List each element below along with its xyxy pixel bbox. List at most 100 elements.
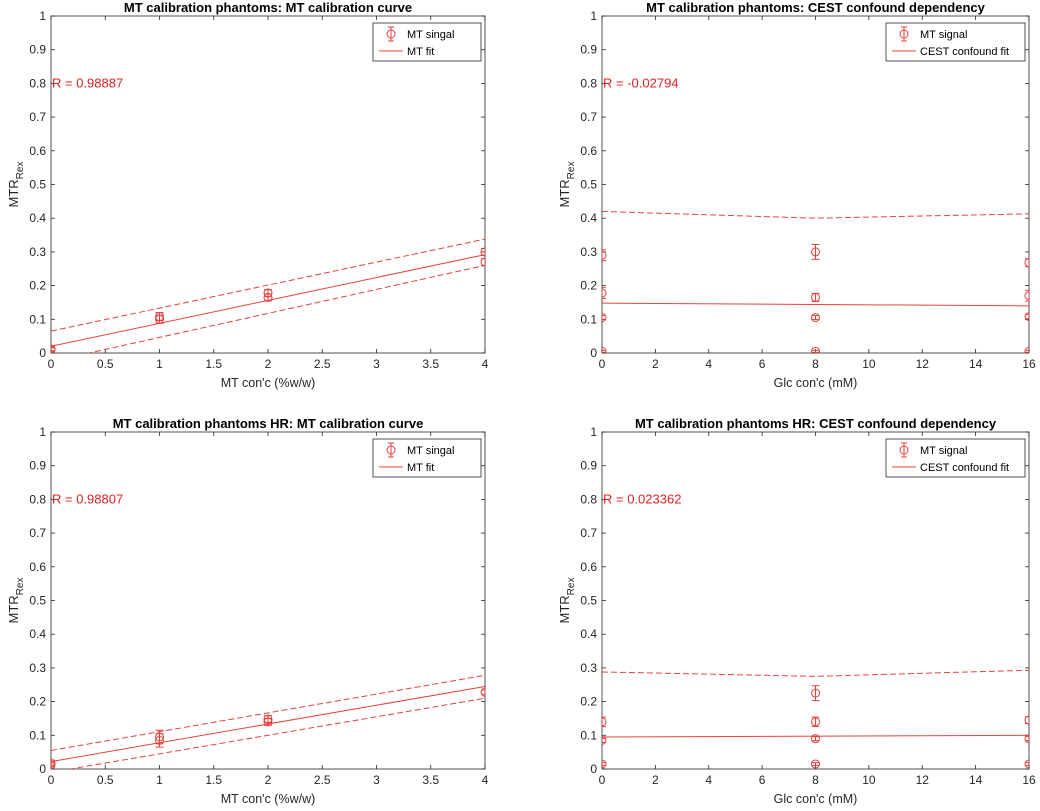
chart-title: MT calibration phantoms: CEST confound d… (646, 0, 986, 15)
y-tick-label: 0.3 (580, 661, 597, 675)
confidence-upper-line (602, 669, 1029, 677)
plot-area (602, 669, 1029, 769)
y-tick-label: 0.1 (29, 312, 46, 326)
chart-panel-1: MT calibration phantoms: MT calibration … (6, 0, 489, 390)
axes-box (601, 15, 1030, 354)
legend-entry-label: CEST confound fit (920, 46, 1009, 58)
y-tick-label: 0.6 (29, 560, 46, 574)
data-point (480, 247, 485, 257)
y-tick-label: 0.4 (580, 211, 597, 225)
chart-title: MT calibration phantoms HR: MT calibrati… (113, 416, 424, 431)
x-tick-label: 4 (482, 773, 489, 787)
r-value-annotation: R = 0.98887 (52, 75, 123, 90)
legend-entry-label: CEST confound fit (920, 462, 1009, 474)
x-axis-label: MT con'c (%w/w) (221, 376, 316, 390)
legend-entry-label: MT fit (407, 462, 434, 474)
data-point (602, 735, 607, 745)
data-point (811, 734, 820, 744)
x-tick-label: 16 (1022, 357, 1036, 371)
data-point (1024, 715, 1029, 725)
data-point (602, 313, 607, 323)
y-tick-label: 0.7 (580, 526, 597, 540)
y-tick-label: 0 (39, 762, 46, 776)
plot-area (51, 238, 485, 353)
y-tick-label: 0.8 (29, 76, 46, 90)
y-tick-label: 0.7 (29, 526, 46, 540)
chart-panel-3: MT calibration phantoms HR: MT calibrati… (6, 416, 489, 806)
confidence-lower-line (67, 697, 485, 769)
x-tick-label: 0 (48, 773, 55, 787)
y-tick-label: 1 (590, 425, 597, 439)
x-tick-label: 12 (916, 357, 930, 371)
y-tick-label: 0.6 (580, 560, 597, 574)
y-tick-label: 0.9 (580, 43, 597, 57)
y-tick-label: 0.3 (29, 661, 46, 675)
y-tick-label: 0 (590, 762, 597, 776)
x-tick-label: 4 (705, 357, 712, 371)
data-point (1024, 734, 1029, 744)
legend-entry-label: MT signal (920, 29, 967, 41)
legend-entry-label: MT fit (407, 46, 434, 58)
x-tick-label: 8 (812, 357, 819, 371)
legend-entry-label: MT singal (407, 445, 454, 457)
axes-box (601, 431, 1030, 770)
y-tick-label: 0.1 (29, 728, 46, 742)
y-tick-label: 0.5 (580, 594, 597, 608)
x-tick-label: 2.5 (314, 357, 331, 371)
data-point (811, 717, 820, 727)
x-tick-label: 0 (599, 357, 606, 371)
x-axis-label: MT con'c (%w/w) (221, 792, 316, 806)
x-tick-label: 3 (373, 773, 380, 787)
data-point (602, 759, 607, 769)
x-tick-label: 2 (652, 773, 659, 787)
x-tick-label: 3 (373, 357, 380, 371)
y-axis-label: MTRRex (6, 162, 26, 208)
data-point (1024, 759, 1029, 769)
x-tick-label: 8 (812, 773, 819, 787)
y-tick-label: 1 (590, 9, 597, 23)
x-axis-label: Glc con'c (mM) (774, 792, 858, 806)
x-tick-label: 12 (916, 773, 930, 787)
data-point (602, 250, 607, 260)
x-tick-label: 4 (482, 357, 489, 371)
data-point (602, 717, 607, 727)
x-tick-label: 6 (759, 357, 766, 371)
y-tick-label: 0.9 (29, 459, 46, 473)
y-tick-label: 0.5 (580, 178, 597, 192)
legend-marker-icon (899, 29, 909, 39)
y-tick-label: 0 (39, 346, 46, 360)
x-tick-label: 0 (599, 773, 606, 787)
y-tick-label: 0.7 (29, 110, 46, 124)
x-tick-label: 1 (156, 357, 163, 371)
legend: MT signal CEST confound fit (885, 22, 1026, 62)
r-value-annotation: R = 0.98807 (52, 491, 123, 506)
data-point (51, 344, 56, 353)
x-tick-label: 2 (265, 357, 272, 371)
y-tick-label: 0.8 (580, 492, 597, 506)
y-axis-label: MTRRex (6, 578, 26, 624)
x-tick-label: 10 (862, 773, 876, 787)
legend-entry-label: MT singal (407, 29, 454, 41)
data-point (263, 288, 273, 298)
x-tick-label: 1.5 (205, 773, 222, 787)
confidence-lower-line (86, 264, 485, 353)
chart-title: MT calibration phantoms: MT calibration … (124, 0, 412, 15)
x-tick-label: 2.5 (314, 773, 331, 787)
chart-title: MT calibration phantoms HR: CEST confoun… (635, 416, 997, 431)
y-tick-label: 0.2 (580, 695, 597, 709)
data-point (602, 288, 607, 298)
y-tick-label: 0.7 (580, 110, 597, 124)
data-point (480, 257, 485, 267)
y-tick-label: 0.2 (29, 695, 46, 709)
axes-box (50, 15, 486, 354)
legend-marker-icon (386, 445, 396, 455)
x-tick-label: 0.5 (97, 773, 114, 787)
x-tick-label: 1.5 (205, 357, 222, 371)
y-tick-label: 0.2 (29, 279, 46, 293)
legend-box (885, 438, 1026, 478)
legend-marker-icon (386, 29, 396, 39)
plot-area (51, 674, 485, 769)
y-tick-label: 0.2 (580, 279, 597, 293)
data-point (811, 759, 820, 769)
